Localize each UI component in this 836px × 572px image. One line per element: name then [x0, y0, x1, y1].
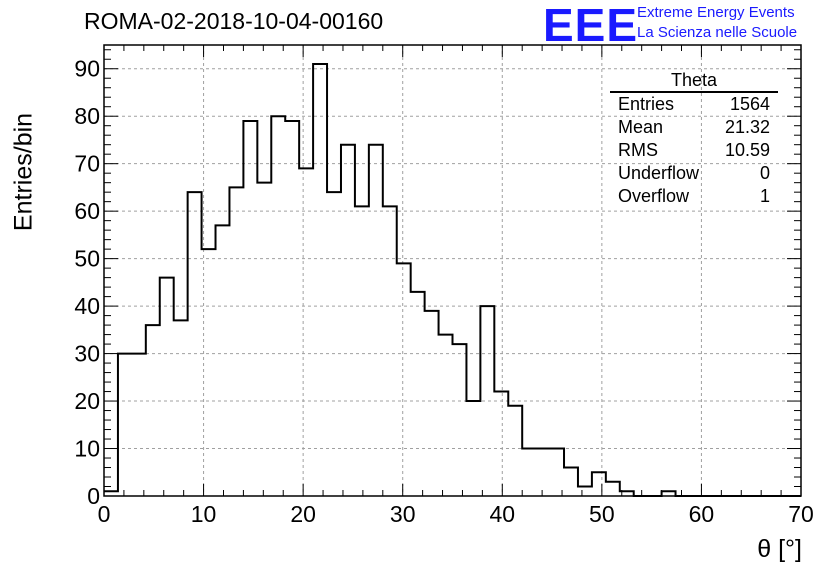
stats-row-underflow: Underflow 0	[610, 162, 778, 185]
stats-value: 0	[759, 163, 770, 183]
stats-label: RMS	[618, 140, 658, 160]
plot-frame	[103, 44, 802, 497]
stats-value: 1564	[729, 94, 770, 114]
stats-row-overflow: Overflow 1	[610, 185, 778, 208]
eee-logo-line1: Extreme Energy Events	[637, 4, 795, 21]
stats-label: Entries	[618, 94, 675, 114]
y-tick-label: 10	[74, 436, 100, 462]
eee-logo: EEE	[543, 0, 639, 51]
y-tick-label: 70	[74, 151, 100, 177]
x-tick-label: 10	[191, 501, 217, 527]
stats-label: Underflow	[618, 163, 700, 183]
stats-box: Theta Entries 1564 Mean 21.32 RMS 10.59 …	[610, 70, 778, 208]
histogram-line	[104, 62, 801, 497]
x-tick-label: 50	[589, 501, 615, 527]
chart-title: ROMA-02-2018-10-04-00160	[84, 8, 384, 34]
eee-logo-line2: La Scienza nelle Scuole	[637, 24, 798, 41]
y-tick-label: 90	[74, 56, 100, 82]
x-tick-label: 60	[689, 501, 715, 527]
x-tick-label: 20	[290, 501, 316, 527]
y-tick-label: 80	[74, 103, 100, 129]
y-tick-label: 50	[74, 246, 100, 272]
y-tick-label: 40	[74, 293, 100, 319]
y-tick-label: 60	[74, 198, 100, 224]
x-axis-label: θ [°]	[757, 535, 802, 563]
y-tick-label: 20	[74, 388, 100, 414]
stats-value: 21.32	[724, 117, 770, 137]
x-tick-label: 40	[489, 501, 515, 527]
x-tick-label: 70	[788, 501, 814, 527]
x-tick-label: 0	[98, 501, 111, 527]
stats-row-entries: Entries 1564	[610, 93, 778, 116]
y-tick-label: 30	[74, 341, 100, 367]
x-tick-label: 30	[390, 501, 416, 527]
stats-row-rms: RMS 10.59	[610, 139, 778, 162]
stats-value: 10.59	[724, 140, 770, 160]
stats-label: Overflow	[618, 186, 690, 206]
stats-label: Mean	[618, 117, 664, 137]
stats-title: Theta	[610, 70, 778, 93]
stats-row-mean: Mean 21.32	[610, 116, 778, 139]
stats-value: 1	[759, 186, 770, 206]
y-tick-label: 0	[87, 483, 100, 509]
